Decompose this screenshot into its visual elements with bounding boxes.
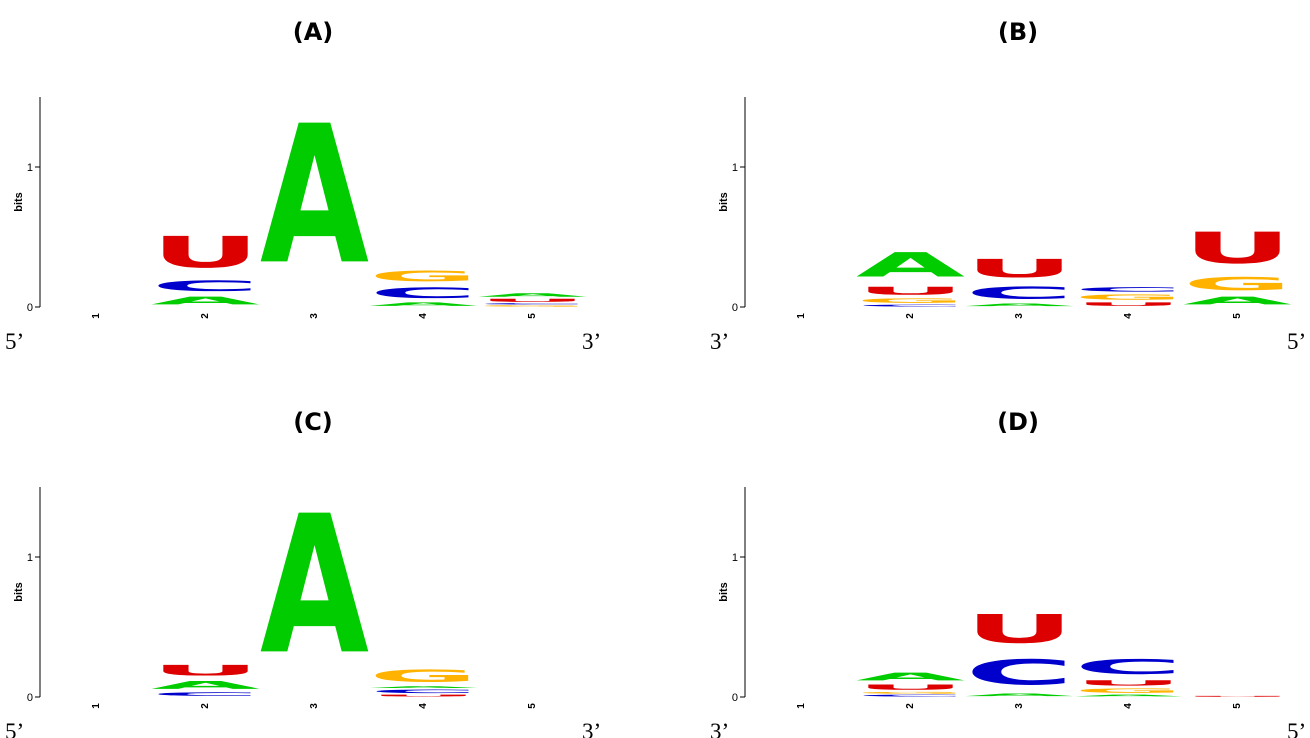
- position-label: 4: [418, 703, 429, 709]
- logo-letter-a: A: [369, 301, 478, 307]
- logo-letter-a: A: [856, 246, 965, 285]
- position-label: 1: [796, 313, 807, 319]
- logo-letter-a: A: [260, 86, 369, 307]
- position-label: 1: [91, 313, 102, 319]
- logo-letter-c: C: [478, 303, 587, 305]
- logo-letter-u: U: [856, 285, 965, 297]
- logo-letter-u: U: [1074, 301, 1183, 307]
- y-axis-label: bits: [718, 192, 730, 212]
- logo-letter-c: C: [369, 285, 478, 302]
- position-label: 5: [527, 313, 538, 319]
- logo-letter-u: U: [369, 694, 478, 697]
- position-label: 3: [1014, 313, 1025, 319]
- right-end-label: 3’: [582, 329, 601, 354]
- logo-letter-a: A: [151, 294, 260, 307]
- logo-letter-u: U: [1074, 679, 1183, 687]
- logo-letter-a: A: [260, 476, 369, 697]
- logo-letter-g: G: [478, 305, 587, 307]
- panel-title: (D): [997, 408, 1039, 436]
- logo-letter-c: C: [965, 653, 1074, 693]
- logo-letter-g: G: [369, 268, 478, 285]
- position-label: 4: [418, 313, 429, 319]
- y-axis-label: bits: [718, 582, 730, 602]
- logo-letter-c: C: [856, 694, 965, 697]
- panel-title: (B): [998, 18, 1038, 46]
- y-tick-label: 1: [732, 162, 738, 174]
- logo-letter-c: C: [151, 278, 260, 295]
- logo-letter-a: A: [965, 693, 1074, 697]
- position-label: 5: [1232, 313, 1243, 319]
- position-label: 2: [905, 703, 916, 709]
- logo-letter-g: G: [1183, 274, 1292, 295]
- y-tick-label: 0: [732, 692, 738, 704]
- logo-letter-u: U: [1183, 223, 1292, 274]
- left-end-label: 5’: [5, 719, 24, 738]
- logo-letter-a: A: [369, 686, 478, 689]
- logo-letter-u: U: [1183, 696, 1292, 697]
- logo-letter-c: C: [965, 283, 1074, 302]
- logo-letter-u: U: [965, 606, 1074, 652]
- logo-letter-u: U: [856, 683, 965, 691]
- logo-letter-a: A: [1074, 694, 1183, 697]
- y-tick-label: 0: [27, 302, 33, 314]
- logo-letter-u: U: [151, 662, 260, 679]
- logo-letter-a: A: [478, 292, 587, 298]
- logo-letter-g: G: [369, 666, 478, 685]
- y-tick-label: 1: [732, 552, 738, 564]
- logo-letter-c: C: [151, 691, 260, 697]
- y-axis-label: bits: [13, 192, 25, 212]
- logo-letter-u: U: [478, 298, 587, 303]
- y-tick-label: 1: [27, 162, 33, 174]
- logo-letter-c: C: [1074, 655, 1183, 679]
- position-label: 3: [309, 703, 320, 709]
- position-label: 5: [527, 703, 538, 709]
- panel-title: (A): [293, 18, 334, 46]
- y-tick-label: 0: [27, 692, 33, 704]
- position-label: 1: [796, 703, 807, 709]
- logo-letter-a: A: [965, 303, 1074, 307]
- position-label: 2: [200, 703, 211, 709]
- logo-letter-g: G: [1074, 293, 1183, 301]
- y-tick-label: 0: [732, 302, 738, 314]
- logo-letter-c: C: [369, 689, 478, 695]
- logo-letter-c: C: [856, 304, 965, 307]
- position-label: 1: [91, 703, 102, 709]
- position-label: 5: [1232, 703, 1243, 709]
- left-end-label: 3’: [710, 719, 729, 738]
- position-label: 4: [1123, 703, 1134, 709]
- right-end-label: 3’: [582, 719, 601, 738]
- logo-letter-g: G: [1074, 687, 1183, 694]
- logo-letter-a: A: [856, 670, 965, 683]
- position-label: 3: [1014, 703, 1025, 709]
- left-end-label: 5’: [5, 329, 24, 354]
- left-end-label: 3’: [710, 329, 729, 354]
- panel-title: (C): [293, 408, 333, 436]
- right-end-label: 5’: [1287, 329, 1306, 354]
- logo-letter-a: A: [1183, 294, 1292, 307]
- position-label: 4: [1123, 313, 1134, 319]
- logo-letter-u: U: [151, 227, 260, 278]
- position-label: 2: [200, 313, 211, 319]
- position-label: 2: [905, 313, 916, 319]
- y-tick-label: 1: [27, 552, 33, 564]
- logo-letter-u: U: [965, 254, 1074, 283]
- logo-letter-c: C: [1074, 286, 1183, 293]
- logo-letter-a: A: [151, 679, 260, 692]
- logo-letter-g: G: [856, 297, 965, 304]
- y-axis-label: bits: [13, 582, 25, 602]
- logo-letter-g: G: [856, 691, 965, 694]
- right-end-label: 5’: [1287, 719, 1306, 738]
- position-label: 3: [309, 313, 320, 319]
